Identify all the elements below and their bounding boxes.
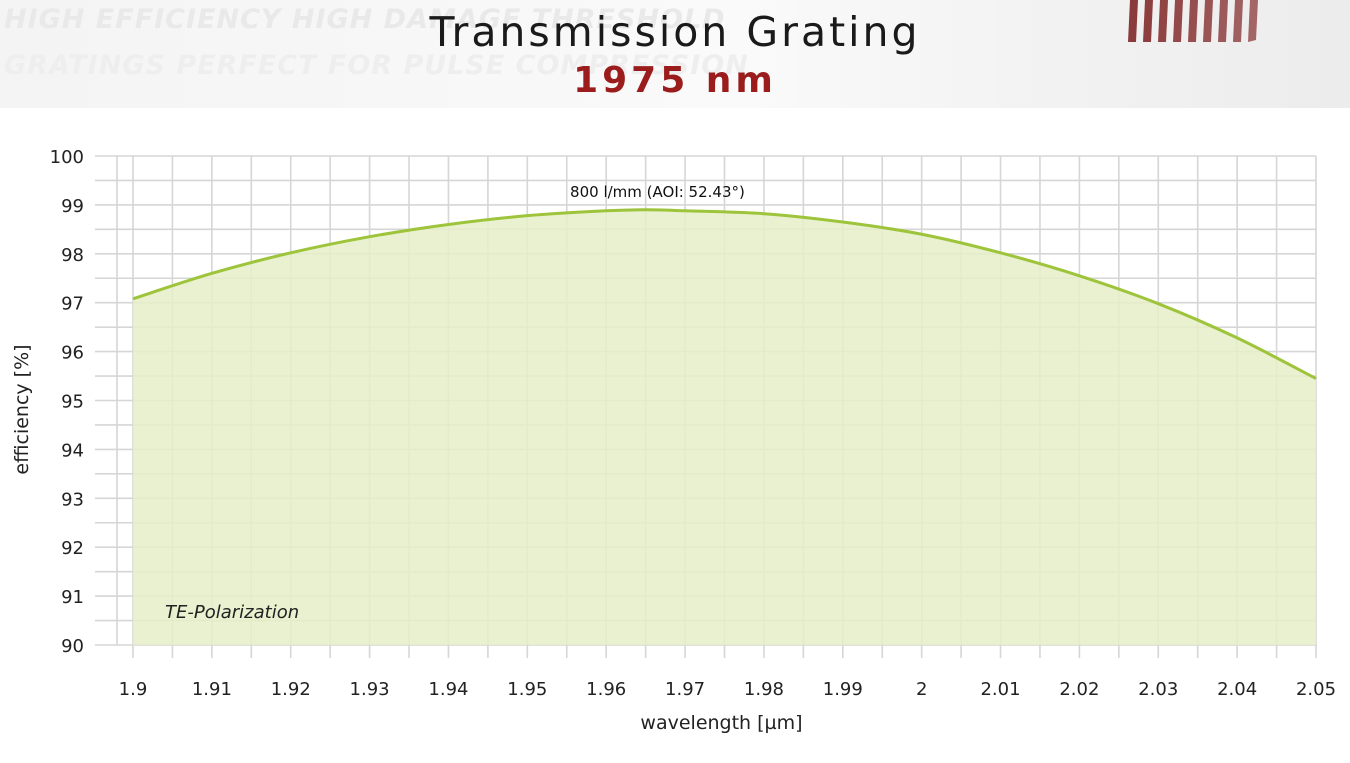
y-tick-label: 94 bbox=[61, 440, 84, 461]
header-background bbox=[0, 0, 1350, 108]
y-tick-label: 92 bbox=[61, 538, 84, 559]
x-tick-label: 1.98 bbox=[744, 679, 784, 700]
chart-subtitle: 1975 nm bbox=[573, 60, 777, 101]
x-tick-label: 2.01 bbox=[980, 679, 1020, 700]
series-annotation-label: 800 l/mm (AOI: 52.43°) bbox=[570, 183, 745, 201]
y-tick-label: 93 bbox=[61, 489, 84, 510]
background-slogan-line2: GRATINGS PERFECT FOR PULSE COMPRESSION bbox=[4, 50, 749, 81]
x-tick-label: 1.99 bbox=[823, 679, 863, 700]
y-tick-label: 98 bbox=[61, 245, 84, 266]
y-tick-label: 100 bbox=[50, 147, 84, 168]
x-tick-label: 1.95 bbox=[507, 679, 547, 700]
x-tick-label: 1.9 bbox=[119, 679, 148, 700]
y-tick-label: 97 bbox=[61, 294, 84, 315]
series-line bbox=[132, 208, 1317, 380]
x-axis-label: wavelength [µm] bbox=[640, 712, 802, 734]
x-tick-label: 2.05 bbox=[1296, 679, 1336, 700]
x-tick-label: 1.92 bbox=[271, 679, 311, 700]
x-tick-label: 2 bbox=[916, 679, 927, 700]
y-tick-label: 90 bbox=[61, 636, 84, 657]
series-area-fill bbox=[133, 209, 1316, 646]
chart-title: Transmission Grating bbox=[429, 8, 921, 56]
x-tick-label: 1.93 bbox=[350, 679, 390, 700]
polarization-label: TE-Polarization bbox=[165, 602, 299, 623]
axis-ticks: 100 99 98 97 96 95 94 93 92 91 90 1.9 1.91 1.92 1.93 1.… bbox=[50, 147, 1336, 700]
y-tick-label: 99 bbox=[61, 196, 84, 217]
x-tick-label: 1.91 bbox=[192, 679, 232, 700]
x-tick-label: 1.94 bbox=[428, 679, 468, 700]
background-slogan-line1: HIGH EFFICIENCY HIGH DAMAGE THRESHOLD bbox=[4, 4, 726, 35]
y-axis-label: efficiency [%] bbox=[11, 344, 33, 474]
logo-stripes-icon bbox=[1128, 0, 1258, 42]
x-tick-label: 1.96 bbox=[586, 679, 626, 700]
x-tick-label: 2.03 bbox=[1138, 679, 1178, 700]
y-tick-label: 91 bbox=[61, 587, 84, 608]
y-tick-label: 96 bbox=[61, 343, 84, 364]
x-tick-label: 2.02 bbox=[1059, 679, 1099, 700]
x-tick-label: 2.04 bbox=[1217, 679, 1257, 700]
x-tick-label: 1.97 bbox=[665, 679, 705, 700]
y-tick-label: 95 bbox=[61, 392, 84, 413]
